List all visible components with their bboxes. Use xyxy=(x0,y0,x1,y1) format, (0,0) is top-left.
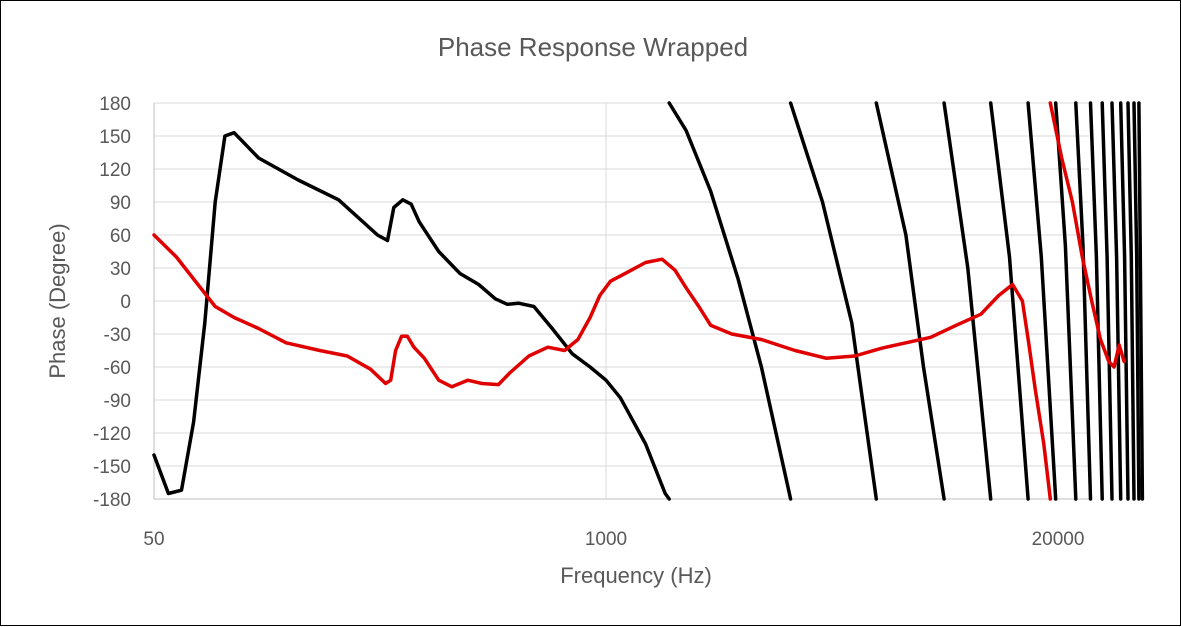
y-tick-label: 0 xyxy=(120,292,131,313)
x-tick-label: 50 xyxy=(143,529,164,550)
x-axis-title: Frequency (Hz) xyxy=(560,563,712,588)
x-tick-label: 1000 xyxy=(585,529,627,550)
y-tick-label: 90 xyxy=(110,193,131,214)
series-layer xyxy=(152,101,1145,501)
series-line xyxy=(1132,101,1141,501)
series-line xyxy=(988,101,1030,501)
series-line xyxy=(1110,101,1123,501)
series-line xyxy=(1088,101,1104,501)
y-tick-label: 120 xyxy=(99,160,131,181)
series-1 xyxy=(152,101,1145,501)
series-line xyxy=(1074,101,1093,501)
y-tick-label: -90 xyxy=(104,391,131,412)
axis-layer xyxy=(153,103,1089,500)
y-tick-label: -180 xyxy=(93,490,131,511)
x-tick-labels: 50 1000 20000 xyxy=(143,529,1084,550)
y-tick-label: -60 xyxy=(104,358,131,379)
series-2 xyxy=(152,101,1126,501)
y-tick-label: -150 xyxy=(93,457,131,478)
series-line xyxy=(1118,101,1130,501)
series-line xyxy=(1048,101,1126,369)
y-tick-label: 30 xyxy=(110,259,131,280)
series-line xyxy=(1026,101,1058,501)
series-line xyxy=(874,101,946,501)
y-tick-label: 60 xyxy=(110,226,131,247)
series-line xyxy=(788,101,879,501)
x-tick-label: 20000 xyxy=(1032,529,1085,550)
series-line xyxy=(942,101,993,501)
y-axis-title: Phase (Degree) xyxy=(45,223,70,378)
y-tick-label: -120 xyxy=(93,424,131,445)
grid-layer xyxy=(154,102,1089,499)
series-line xyxy=(152,233,1053,501)
chart-title: Phase Response Wrapped xyxy=(438,32,748,62)
y-tick-label: 150 xyxy=(99,127,131,148)
series-line xyxy=(1100,101,1114,501)
series-line xyxy=(1137,101,1145,501)
series-line xyxy=(1126,101,1136,501)
series-line xyxy=(152,130,671,501)
series-line xyxy=(667,101,793,501)
y-tick-label: 180 xyxy=(99,94,131,115)
y-tick-label: -30 xyxy=(104,325,131,346)
y-tick-labels: 180 150 120 90 60 30 0 -30 -60 -90 -120 -150 -180 xyxy=(93,94,131,511)
